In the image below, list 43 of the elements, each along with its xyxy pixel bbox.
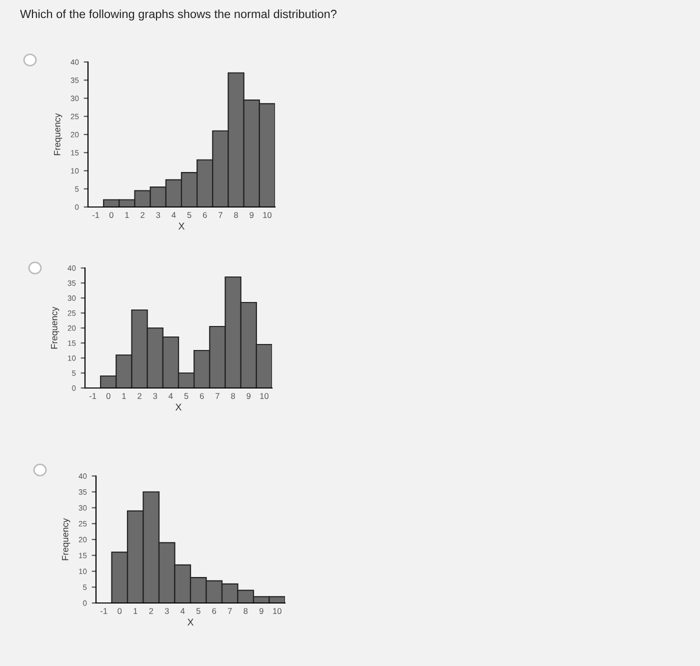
y-axis-title: Frequency xyxy=(62,518,70,560)
x-tick-label: 6 xyxy=(202,212,207,218)
x-tick-label: 7 xyxy=(218,212,222,218)
x-tick-label: 1 xyxy=(134,608,138,614)
x-tick-label: 2 xyxy=(140,212,144,218)
x-tick-label: 7 xyxy=(216,393,220,399)
x-tick-label: 9 xyxy=(246,393,251,399)
x-tick-label: 8 xyxy=(231,393,235,399)
chart-title: Which of the following graphs shows the normal distribution? xyxy=(20,10,337,21)
x-axis-title: X xyxy=(178,222,185,230)
x-tick-label: 9 xyxy=(250,212,254,218)
x-tick-label: 9 xyxy=(259,608,264,614)
x-tick-label: 8 xyxy=(234,212,238,218)
x-tick-label: 4 xyxy=(180,608,185,614)
x-tick-label: 6 xyxy=(200,393,204,399)
x-tick-label: 1 xyxy=(125,212,129,218)
x-tick-label: 5 xyxy=(187,212,192,218)
x-tick-label: 0 xyxy=(109,212,114,218)
x-tick-label: 5 xyxy=(184,393,188,399)
x-tick-label: 4 xyxy=(172,212,176,218)
x-axis-title: X xyxy=(187,618,194,626)
x-tick-label: 5 xyxy=(196,608,200,614)
x-tick-label: 3 xyxy=(153,393,158,399)
x-axis-title: X xyxy=(175,404,182,410)
x-tick-label: 0 xyxy=(106,393,110,399)
x-tick-label: -1 xyxy=(92,212,100,218)
x-tick-label: 2 xyxy=(138,393,142,399)
x-tick-label: 10 xyxy=(260,393,269,399)
y-axis-title: Frequency xyxy=(54,113,62,156)
x-tick-label: 6 xyxy=(212,608,216,614)
x-tick-label: 1 xyxy=(122,393,126,399)
x-tick-label: 0 xyxy=(118,608,122,614)
x-tick-label: 3 xyxy=(164,608,169,614)
x-tick-label: 8 xyxy=(244,608,248,614)
y-axis-title: Frequency xyxy=(51,306,60,349)
x-tick-label: 3 xyxy=(156,212,160,218)
x-tick-label: 10 xyxy=(273,608,282,614)
x-tick-label: 4 xyxy=(168,393,173,399)
x-tick-label: 2 xyxy=(149,608,154,614)
x-tick-label: 7 xyxy=(228,608,232,614)
x-tick-label: -1 xyxy=(89,393,96,399)
x-tick-label: 10 xyxy=(263,212,272,218)
x-tick-label: -1 xyxy=(100,608,108,614)
